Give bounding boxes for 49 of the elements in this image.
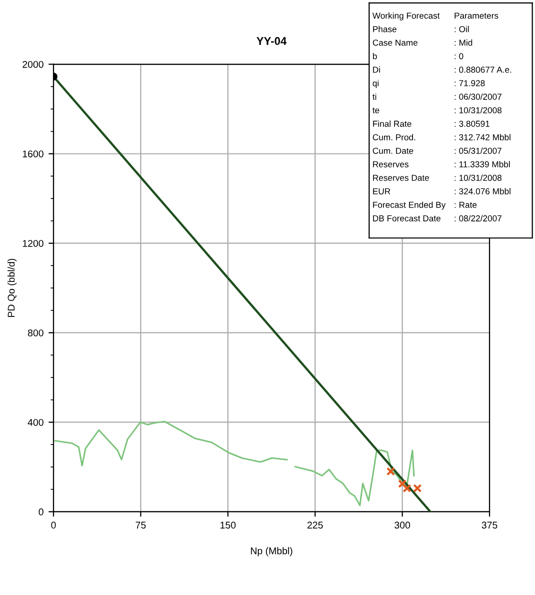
chart-title: YY-04 (256, 37, 287, 45)
annotation: DB Forecast Date (373, 215, 440, 222)
annotation: Cum. Date (372, 148, 414, 154)
annotation: : 324.076 Mbbl (454, 188, 510, 194)
annotation: : Rate (454, 202, 477, 208)
y-tick-label: 2000 (22, 60, 44, 68)
x-tick-label: 0 (51, 522, 56, 529)
annotation: : 10/31/2008 (454, 174, 502, 181)
text: Phase (373, 26, 396, 32)
y-axis-title: PD Qo (bbl/d) (8, 258, 17, 317)
text: Parameters (454, 12, 498, 19)
annotation: Cum. Prod. (372, 134, 416, 140)
text: : Mid (454, 39, 472, 46)
annotation: te (372, 108, 380, 114)
x-tick-label: 225 (307, 522, 323, 529)
annotation: Forecast Ended By (373, 202, 446, 210)
annotation: Final Rate (373, 120, 412, 127)
y-tick-label: 1200 (22, 240, 44, 247)
x-axis-title: Np (Mbbl) (250, 547, 292, 556)
x-tick-label: 150 (220, 522, 236, 529)
annotation: Di (373, 66, 380, 73)
annotation: EUR (373, 188, 390, 194)
text: : Oil (454, 26, 469, 32)
annotation: : 10/31/2008 (454, 106, 502, 114)
text: Working Forecast (372, 12, 440, 20)
annotation: : 08/22/2007 (454, 215, 502, 222)
text: : 0 (454, 53, 464, 60)
x-tick-label: 375 (482, 522, 498, 529)
point (398, 479, 407, 488)
x-tick-label: 75 (136, 522, 146, 529)
annotation: : 11.3339 Mbbl (454, 161, 510, 168)
annotation: : 0.880677 A.e. (454, 66, 512, 73)
y-tick-label: 400 (28, 418, 44, 426)
y-tick-label: 1600 (22, 150, 44, 158)
annotation: qi (372, 80, 379, 88)
annotation: : 312.742 Mbbl (454, 134, 510, 140)
annotation: ti (372, 93, 376, 100)
x-tick-label: 300 (394, 522, 410, 529)
text: b (372, 52, 377, 60)
annotation: : 3.80591 (454, 120, 490, 127)
text: Case Name (372, 40, 418, 46)
y-tick-label: 800 (28, 329, 44, 336)
point (386, 467, 395, 476)
annotation: Reserves (373, 161, 408, 168)
y-tick-label: 0 (38, 508, 44, 516)
annotation: : 06/30/2007 (454, 93, 502, 100)
annotation: Reserves Date (373, 174, 429, 181)
annotation: : 71.928 (454, 80, 485, 86)
annotation: : 05/31/2007 (454, 148, 502, 154)
